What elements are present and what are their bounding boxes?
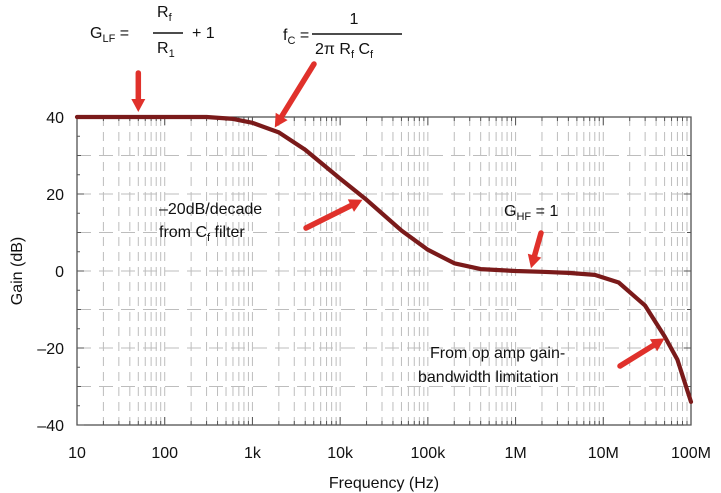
glf-arrow-head bbox=[131, 99, 146, 112]
annotation-ghf: GHF = 1 bbox=[504, 203, 558, 223]
annotation-glf: GLF = Rf R1 + 1 bbox=[90, 4, 215, 60]
x-tick-label: 100 bbox=[151, 445, 178, 462]
svg-text:R1: R1 bbox=[157, 40, 175, 60]
grid bbox=[77, 117, 691, 425]
annotation-gbw: From op amp gain- bandwidth limitation bbox=[418, 345, 565, 386]
fc-symbol: f bbox=[283, 27, 288, 44]
fc-arrow bbox=[278, 61, 317, 120]
tick-marks bbox=[77, 116, 691, 426]
annotation-arrows bbox=[131, 61, 665, 369]
gbw-line-2: bandwidth limitation bbox=[418, 369, 559, 386]
fc-subscript: C bbox=[287, 35, 295, 47]
glf-denominator: R bbox=[157, 40, 169, 57]
series-layer bbox=[74, 114, 694, 404]
y-tick-label: 20 bbox=[46, 187, 64, 204]
ghf-arrow bbox=[531, 230, 544, 259]
slope-line-2-pre: from C bbox=[159, 224, 207, 241]
x-tick-label: 1k bbox=[244, 445, 262, 462]
x-tick-label: 10 bbox=[68, 445, 86, 462]
x-tick-labels: 10 100 1k 10k 100k 1M 10M 100M bbox=[68, 445, 711, 462]
fc-denominator-prefix: 2π R bbox=[315, 41, 351, 58]
svg-text:Rf: Rf bbox=[157, 4, 173, 24]
annotation-slope: –20dB/decade from Cf filter bbox=[159, 201, 262, 244]
gbw-arrow bbox=[617, 342, 657, 369]
x-tick-label: 10M bbox=[588, 445, 619, 462]
svg-text:from Cf filter: from Cf filter bbox=[159, 224, 245, 244]
gbw-arrow-head bbox=[649, 338, 665, 352]
slope-line-2-sub: f bbox=[207, 232, 211, 244]
y-tick-labels: 40 20 0 –20 –40 bbox=[37, 110, 64, 435]
y-tick-label: –20 bbox=[37, 341, 64, 358]
y-tick-label: 0 bbox=[55, 264, 64, 281]
gbw-line-1: From op amp gain- bbox=[430, 345, 565, 362]
x-tick-label: 100M bbox=[671, 445, 711, 462]
svg-text:GLF =: GLF = bbox=[90, 25, 129, 45]
ghf-arrow-head bbox=[527, 253, 542, 269]
y-axis-label: Gain (dB) bbox=[9, 237, 26, 305]
fc-denominator-sub1: f bbox=[351, 49, 355, 61]
svg-text:GHF = 1: GHF = 1 bbox=[504, 203, 558, 223]
fc-denominator-mid: C bbox=[354, 41, 370, 58]
glf-denominator-subscript: 1 bbox=[169, 48, 175, 60]
glf-symbol: G bbox=[90, 25, 102, 42]
ghf-symbol: G bbox=[504, 203, 516, 220]
glf-subscript: LF bbox=[102, 33, 115, 45]
slope-line-2-post: filter bbox=[210, 224, 245, 241]
glf-numerator: R bbox=[157, 4, 169, 21]
y-tick-label: 40 bbox=[46, 110, 64, 127]
gain-curve bbox=[74, 114, 694, 404]
x-tick-label: 100k bbox=[411, 445, 447, 462]
glf-equals: = bbox=[115, 25, 129, 42]
fc-denominator-sub2: f bbox=[370, 49, 374, 61]
x-tick-label: 10k bbox=[327, 445, 354, 462]
svg-text:fC =: fC = bbox=[283, 27, 309, 47]
x-tick-label: 1M bbox=[504, 445, 526, 462]
ghf-equals: = 1 bbox=[531, 203, 558, 220]
slope-arrow-head bbox=[347, 199, 363, 212]
glf-numerator-subscript: f bbox=[169, 12, 173, 24]
slope-line-1: –20dB/decade bbox=[159, 201, 262, 218]
slope-arrow bbox=[303, 202, 354, 231]
glf-plus-one: + 1 bbox=[192, 25, 215, 42]
fc-numerator: 1 bbox=[350, 11, 359, 28]
ghf-subscript: HF bbox=[516, 211, 531, 223]
svg-text:2π Rf Cf: 2π Rf Cf bbox=[315, 41, 374, 61]
y-tick-label: –40 bbox=[37, 418, 64, 435]
fc-arrow-head bbox=[274, 112, 288, 128]
x-axis-label: Frequency (Hz) bbox=[329, 475, 439, 492]
fc-equals: = bbox=[295, 27, 309, 44]
annotation-fc: fC = 1 2π Rf Cf bbox=[283, 11, 402, 61]
